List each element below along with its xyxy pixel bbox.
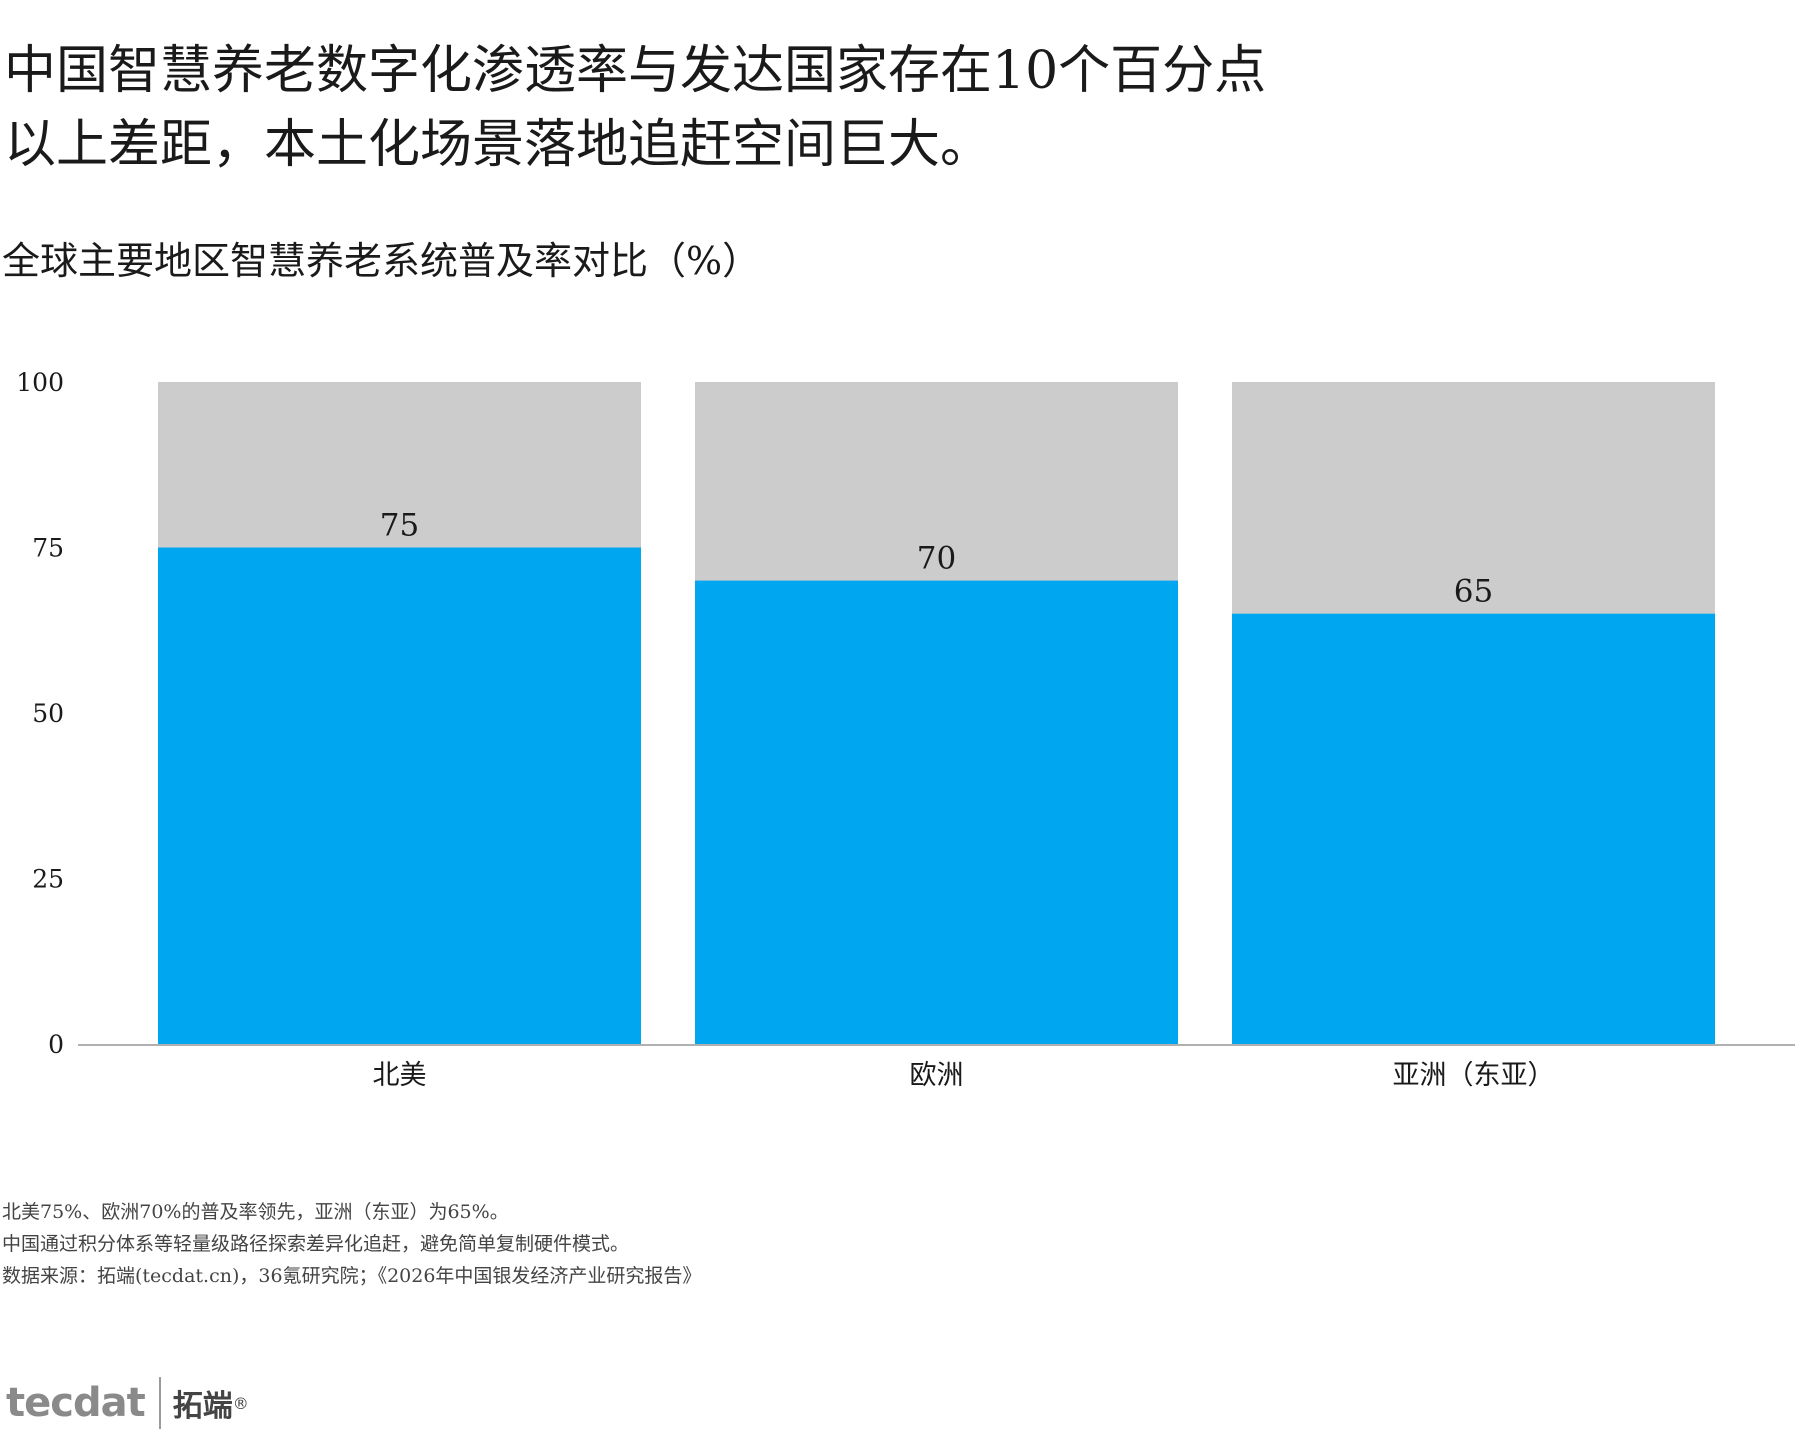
logo-divider bbox=[158, 1377, 161, 1429]
x-tick-label: 欧洲 bbox=[910, 1060, 964, 1091]
headline-line-1: 中国智慧养老数字化渗透率与发达国家存在10个百分点 bbox=[4, 41, 1267, 101]
y-tick-label: 100 bbox=[16, 368, 64, 397]
x-tick-label: 亚洲（东亚） bbox=[1393, 1060, 1555, 1091]
y-tick-label: 0 bbox=[48, 1030, 64, 1059]
bar bbox=[1232, 613, 1715, 1044]
note-line-2: 中国通过积分体系等轻量级路径探索差异化追赶，避免简单复制硬件模式。 bbox=[2, 1233, 630, 1255]
chart-subtitle: 全球主要地区智慧养老系统普及率对比（%） bbox=[2, 239, 761, 283]
logo-registered-mark: ® bbox=[232, 1393, 249, 1413]
data-label: 75 bbox=[380, 508, 419, 544]
bar bbox=[158, 547, 641, 1044]
chart-notes: 北美75%、欧洲70%的普及率领先，亚洲（东亚）为65%。 中国通过积分体系等轻… bbox=[2, 1196, 701, 1292]
logo-mark: tecdat bbox=[6, 1380, 146, 1426]
data-label: 70 bbox=[917, 541, 956, 577]
x-tick-label: 北美 bbox=[373, 1060, 427, 1091]
headline-line-2: 以上差距，本土化场景落地追赶空间巨大。 bbox=[4, 115, 993, 175]
bar bbox=[695, 580, 1178, 1044]
y-tick-label: 75 bbox=[32, 534, 64, 563]
y-tick-label: 50 bbox=[32, 699, 64, 728]
note-line-1: 北美75%、欧洲70%的普及率领先，亚洲（东亚）为65%。 bbox=[2, 1201, 509, 1223]
data-label: 65 bbox=[1454, 574, 1493, 610]
tecdat-logo: tecdat 拓端 ® bbox=[6, 1368, 249, 1438]
source-note: 数据来源：拓端(tecdat.cn)，36氪研究院；《2026年中国银发经济产业… bbox=[2, 1265, 702, 1287]
bar-chart: 0 25 50 75 100 75 北美 70 欧洲 65 亚洲（东亚） bbox=[16, 368, 1795, 1091]
chart-headline: 中国智慧养老数字化渗透率与发达国家存在10个百分点 以上差距，本土化场景落地追赶… bbox=[4, 34, 1784, 182]
logo-name: 拓端 bbox=[172, 1389, 233, 1424]
y-tick-label: 25 bbox=[32, 865, 64, 894]
